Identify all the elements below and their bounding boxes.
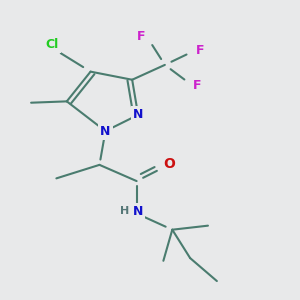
Text: F: F [192, 79, 201, 92]
Text: F: F [196, 44, 205, 56]
Text: H: H [120, 206, 129, 216]
Text: N: N [133, 205, 143, 218]
Text: Cl: Cl [45, 38, 58, 51]
Text: N: N [100, 124, 111, 138]
Text: F: F [137, 30, 145, 43]
Text: N: N [133, 108, 143, 122]
Text: O: O [164, 157, 175, 170]
